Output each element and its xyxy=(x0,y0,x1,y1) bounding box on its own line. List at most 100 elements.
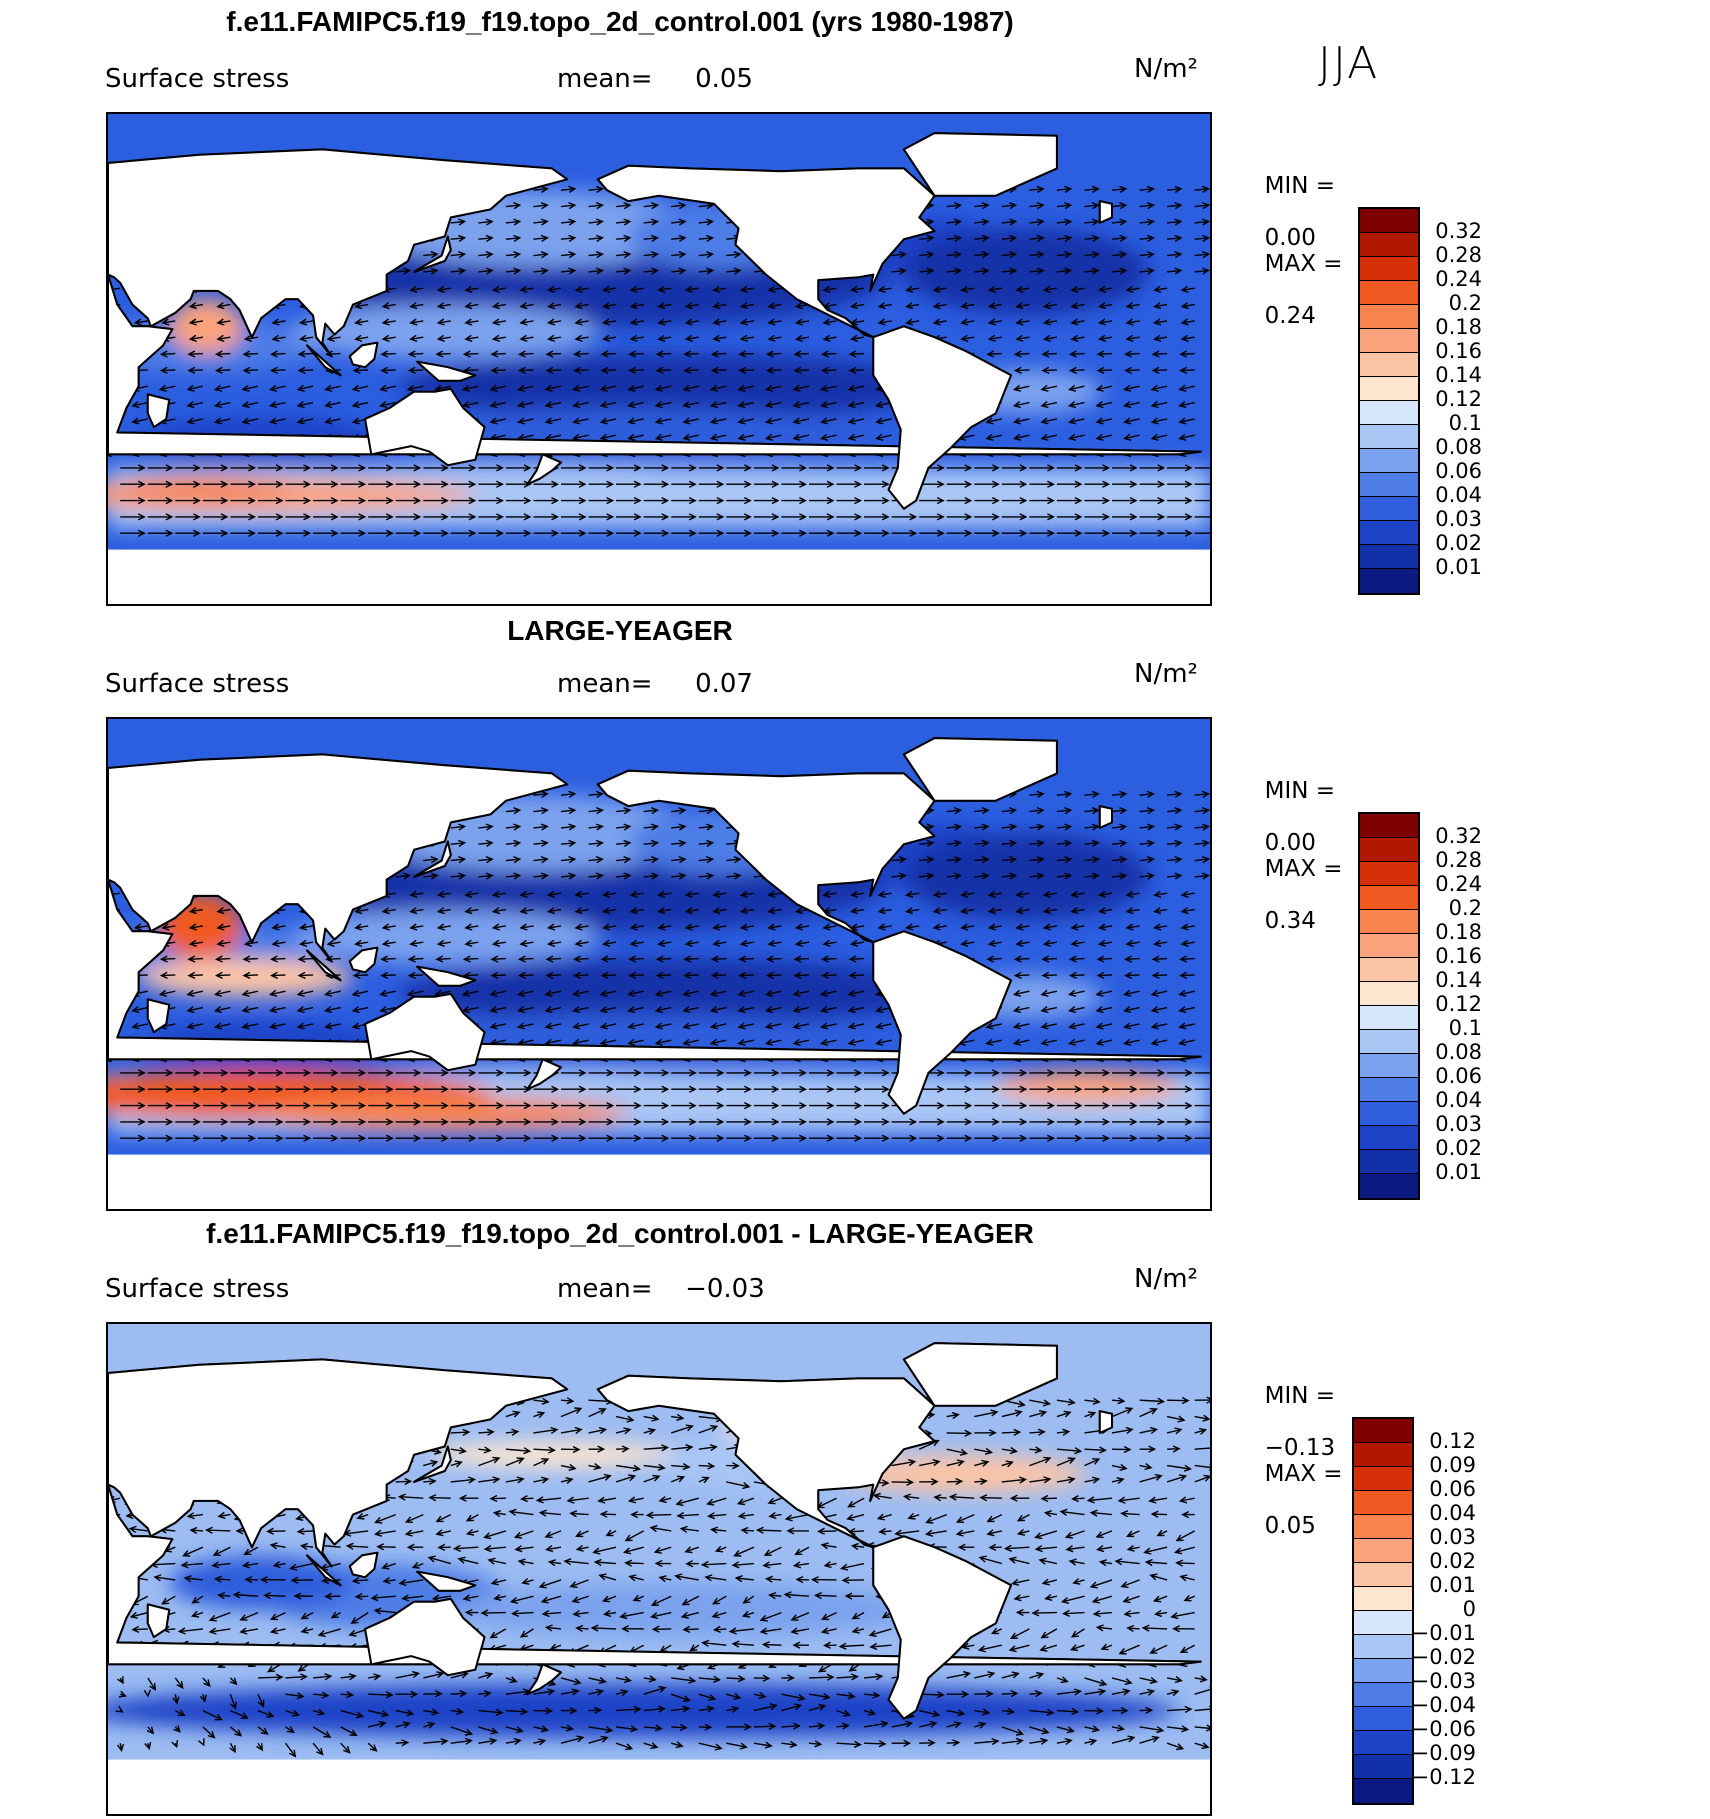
panel-3-map xyxy=(106,1322,1212,1816)
stress-arrow xyxy=(354,1592,369,1601)
stress-arrow xyxy=(1167,1085,1193,1093)
stress-arrow xyxy=(822,923,837,931)
stress-arrow xyxy=(1179,955,1195,963)
stress-arrow xyxy=(643,1742,659,1750)
stress-arrow xyxy=(1097,302,1113,310)
stress-arrow xyxy=(533,529,560,537)
stress-arrow xyxy=(147,480,174,488)
stress-arrow xyxy=(683,971,699,979)
stress-arrow xyxy=(698,872,715,880)
stress-arrow xyxy=(1084,872,1100,880)
stress-arrow xyxy=(946,823,963,831)
stress-arrow xyxy=(1111,1477,1125,1485)
colorbar-swatch xyxy=(1360,838,1418,862)
stress-arrow xyxy=(175,529,201,537)
stress-arrow xyxy=(533,1688,556,1696)
stress-arrow xyxy=(737,1006,755,1014)
stress-arrow xyxy=(792,384,810,392)
colorbar-swatch xyxy=(1360,521,1418,545)
stress-arrow xyxy=(1139,1069,1166,1077)
stress-arrow xyxy=(1056,1737,1073,1746)
stress-arrow xyxy=(174,1709,186,1717)
stress-arrow xyxy=(1194,532,1210,534)
stress-arrow xyxy=(781,1101,807,1110)
stress-arrow xyxy=(946,464,973,472)
stress-arrow xyxy=(961,1642,975,1650)
landmass-outline xyxy=(108,878,1202,1061)
colorbar-tick-label: 0 xyxy=(1462,1597,1476,1621)
stress-arrow xyxy=(1167,823,1183,831)
stress-arrow xyxy=(1041,971,1057,979)
stress-arrow xyxy=(1068,350,1085,358)
stress-arrow xyxy=(726,1118,752,1126)
stress-arrow xyxy=(380,366,396,374)
stress-arrow xyxy=(599,989,617,997)
stress-arrow xyxy=(491,334,507,342)
stress-arrow xyxy=(1139,251,1155,259)
stress-arrow xyxy=(905,907,920,915)
stress-arrow xyxy=(726,1101,752,1110)
stress-arrow xyxy=(877,907,892,915)
stress-arrow xyxy=(1167,807,1183,815)
stress-arrow xyxy=(1166,1464,1192,1472)
stress-arrow xyxy=(657,318,672,326)
colorbar-tick-label: 0.18 xyxy=(1435,920,1482,944)
stress-arrow xyxy=(1173,1546,1195,1555)
stress-arrow xyxy=(891,1739,912,1747)
stress-arrow xyxy=(616,856,632,864)
stress-arrow xyxy=(1029,218,1045,226)
stress-arrow xyxy=(946,1118,973,1126)
stress-arrow xyxy=(682,433,699,441)
stress-arrow xyxy=(1086,1496,1113,1504)
stress-arrow xyxy=(450,1085,477,1093)
stress-arrow xyxy=(698,1443,718,1452)
stress-arrow xyxy=(533,1738,547,1746)
stress-arrow xyxy=(946,1411,960,1420)
stress-arrow xyxy=(312,1742,324,1756)
stress-arrow xyxy=(452,1544,479,1552)
stress-arrow xyxy=(731,1640,754,1648)
stress-arrow xyxy=(588,856,604,864)
stress-arrow xyxy=(1069,1644,1085,1652)
stress-arrow xyxy=(590,1624,617,1632)
stress-arrow xyxy=(643,872,660,880)
stress-arrow xyxy=(450,1134,477,1142)
stress-arrow xyxy=(409,890,424,898)
stress-arrow xyxy=(216,302,231,310)
antarctica xyxy=(108,1154,1210,1209)
stress-arrow xyxy=(285,464,312,472)
stress-arrow xyxy=(175,480,201,488)
stress-arrow xyxy=(739,907,755,915)
stress-arrow xyxy=(521,1577,534,1585)
stress-arrow xyxy=(575,1544,589,1552)
stress-arrow xyxy=(505,856,522,864)
stress-arrow xyxy=(1194,856,1210,864)
panel-3-mean-label: mean= xyxy=(557,1274,653,1304)
stress-arrow xyxy=(540,1595,562,1604)
stress-arrow xyxy=(1042,334,1058,342)
landmass-outline xyxy=(902,1342,1058,1407)
stress-arrow xyxy=(657,907,672,915)
stress-arrow xyxy=(1068,366,1085,374)
stress-arrow xyxy=(1124,971,1140,979)
stress-arrow xyxy=(946,234,963,242)
panel-2-mean-label: mean= xyxy=(557,669,653,699)
stress-arrow xyxy=(1084,267,1100,275)
stress-arrow xyxy=(1009,1494,1030,1502)
stress-arrow xyxy=(1040,384,1058,392)
stress-arrow xyxy=(616,218,632,226)
stress-arrow xyxy=(368,1085,394,1093)
stress-arrow xyxy=(373,1529,396,1537)
stress-arrow xyxy=(783,1591,810,1599)
stress-arrow xyxy=(450,529,477,537)
stress-arrow xyxy=(794,334,810,342)
stress-arrow xyxy=(158,989,176,997)
stress-arrow xyxy=(643,1675,657,1683)
stress-arrow xyxy=(271,334,286,342)
stress-arrow xyxy=(560,807,577,815)
stress-arrow xyxy=(1194,251,1210,259)
stress-arrow xyxy=(128,1525,148,1533)
stress-arrow xyxy=(478,464,504,472)
stress-arrow xyxy=(1153,1609,1168,1618)
stress-arrow xyxy=(615,1427,632,1435)
